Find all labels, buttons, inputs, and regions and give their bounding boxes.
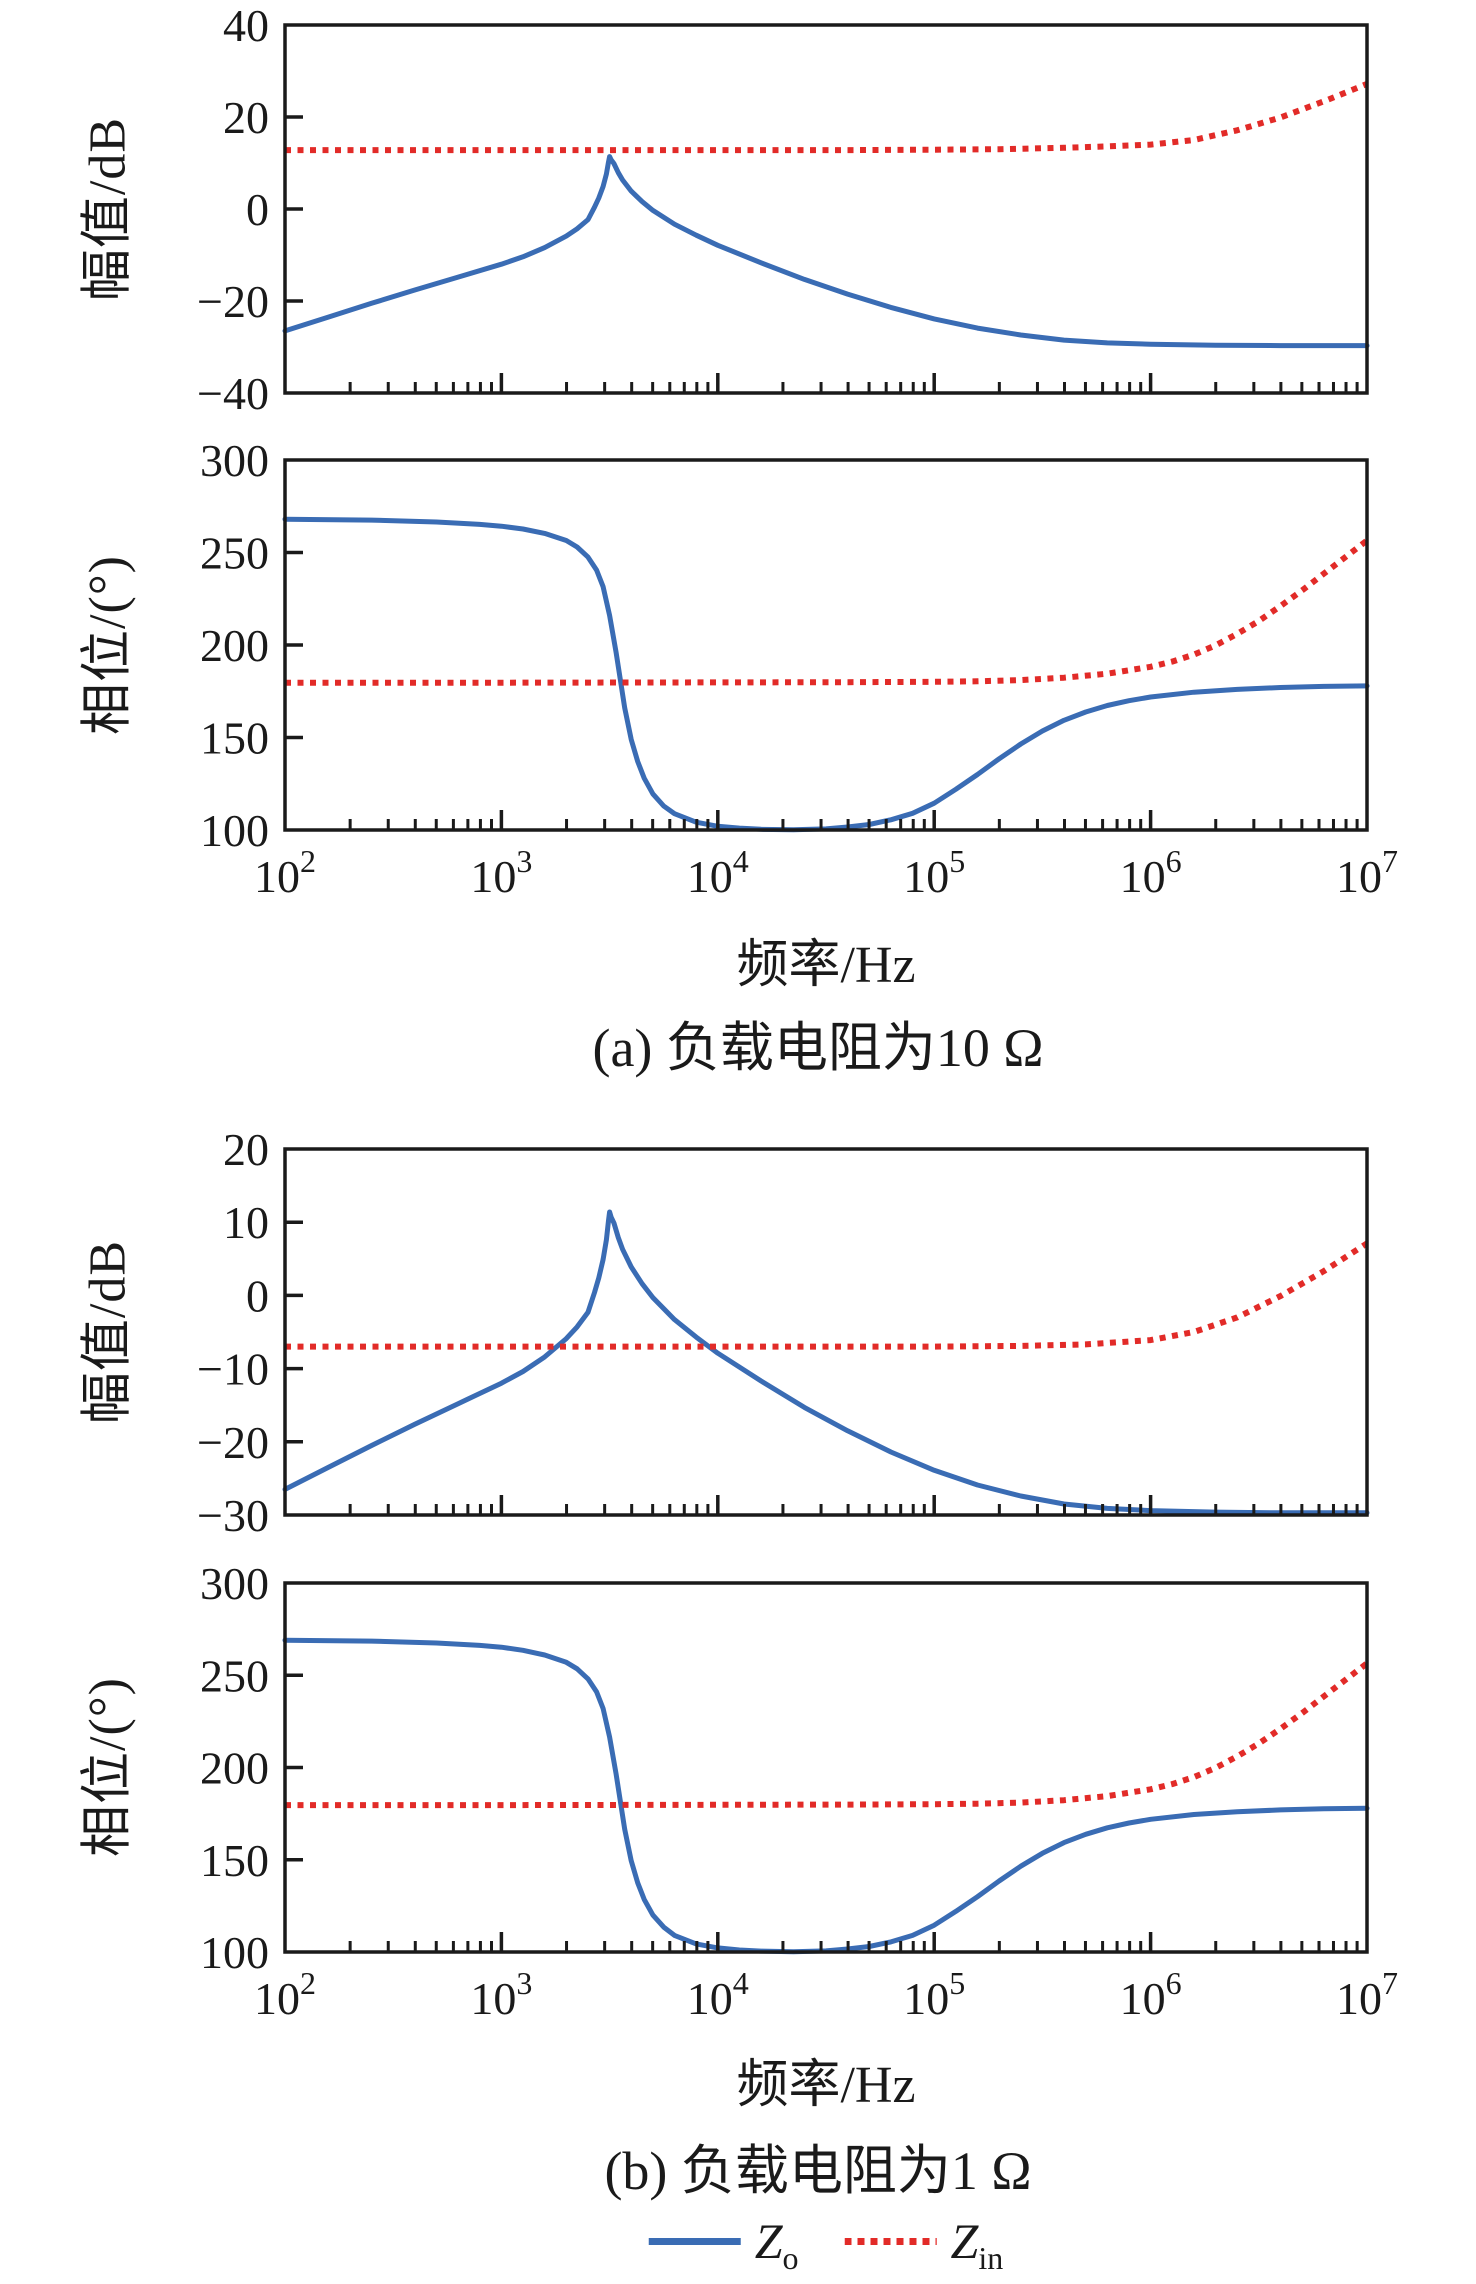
x-axis-label-b: 频率/Hz: [736, 2057, 916, 2114]
plot-frame: [283, 458, 1369, 832]
zin-curve-a: [285, 538, 1369, 686]
plot-a-magnitude: 40 20 0 −20 −40: [197, 0, 1370, 419]
zin-curve-a: [285, 81, 1369, 154]
caption-b: (b) 负载电阻为1 Ω: [604, 2141, 1032, 2201]
zo-curve-b: [282, 1209, 1370, 1516]
y-tick-label: 300: [200, 1558, 269, 1609]
zin-curve-b: [285, 1240, 1369, 1350]
x-tick-label: 107: [1336, 843, 1398, 902]
legend-label-zin: Zin: [950, 2213, 1004, 2276]
y-tick-label: −40: [197, 368, 269, 419]
y-tick-label: 100: [200, 1927, 269, 1978]
zo-curve-a: [282, 154, 1370, 349]
y-tick-label: 200: [200, 620, 269, 671]
x-tick-label: 106: [1120, 1965, 1182, 2024]
y-tick-label: 300: [200, 435, 269, 486]
y-tick-label: −20: [197, 276, 269, 327]
y-tick-label: −20: [197, 1417, 269, 1468]
y-tick-label: 200: [200, 1743, 269, 1794]
y-tick-label: 0: [246, 1270, 269, 1321]
y-tick-label: 150: [200, 1835, 269, 1886]
zo-curve-b: [282, 1637, 1370, 1955]
plot-frame: [283, 1147, 1369, 1517]
x-tick-label: 102: [254, 843, 316, 902]
y-tick-label: 20: [223, 1124, 269, 1175]
y-tick-label: 0: [246, 184, 269, 235]
zin-curve-b: [285, 1660, 1369, 1809]
y-axis-label-magnitude-a: 幅值/dB: [79, 116, 137, 302]
caption-a: (a) 负载电阻为10 Ω: [592, 1018, 1044, 1078]
y-tick-label: −30: [197, 1490, 269, 1541]
x-tick-label: 104: [687, 1965, 749, 2024]
y-tick-label: 40: [223, 0, 269, 51]
zo-curve-a: [282, 516, 1370, 833]
x-tick-label: 105: [903, 843, 965, 902]
y-axis-label-magnitude-b: 幅值/dB: [79, 1239, 137, 1425]
y-tick-label: −10: [197, 1344, 269, 1395]
x-tick-label: 102: [254, 1965, 316, 2024]
x-tick-label: 104: [687, 843, 749, 902]
legend-item-zin: Zin: [844, 2212, 1004, 2276]
y-axis-label-phase-a: 相位/(°): [79, 555, 137, 735]
y-tick-label: 250: [200, 528, 269, 579]
x-tick-label: 107: [1336, 1965, 1398, 2024]
x-axis-label-a: 频率/Hz: [736, 937, 916, 994]
y-axis-label-phase-b: 相位/(°): [79, 1677, 137, 1857]
y-tick-label: 20: [223, 92, 269, 143]
legend: Zo Zin: [648, 2212, 1004, 2276]
x-tick-label: 106: [1120, 843, 1182, 902]
plot-b-magnitude: 20 10 0 −10 −20 −30: [197, 1124, 1370, 1541]
y-tick-label: 10: [223, 1197, 269, 1248]
y-tick-label: 100: [200, 805, 269, 856]
x-tick-label: 105: [903, 1965, 965, 2024]
x-tick-label: 103: [470, 843, 532, 902]
y-tick-label: 150: [200, 713, 269, 764]
legend-label-zo: Zo: [754, 2213, 799, 2276]
zo-line-swatch: [648, 2237, 741, 2245]
legend-item-zo: Zo: [648, 2212, 799, 2276]
zin-dotted-swatch: [844, 2237, 937, 2245]
y-tick-label: 250: [200, 1650, 269, 1701]
plot-frame: [283, 1581, 1369, 1954]
plot-frame: [283, 23, 1369, 395]
x-tick-label: 103: [470, 1965, 532, 2024]
